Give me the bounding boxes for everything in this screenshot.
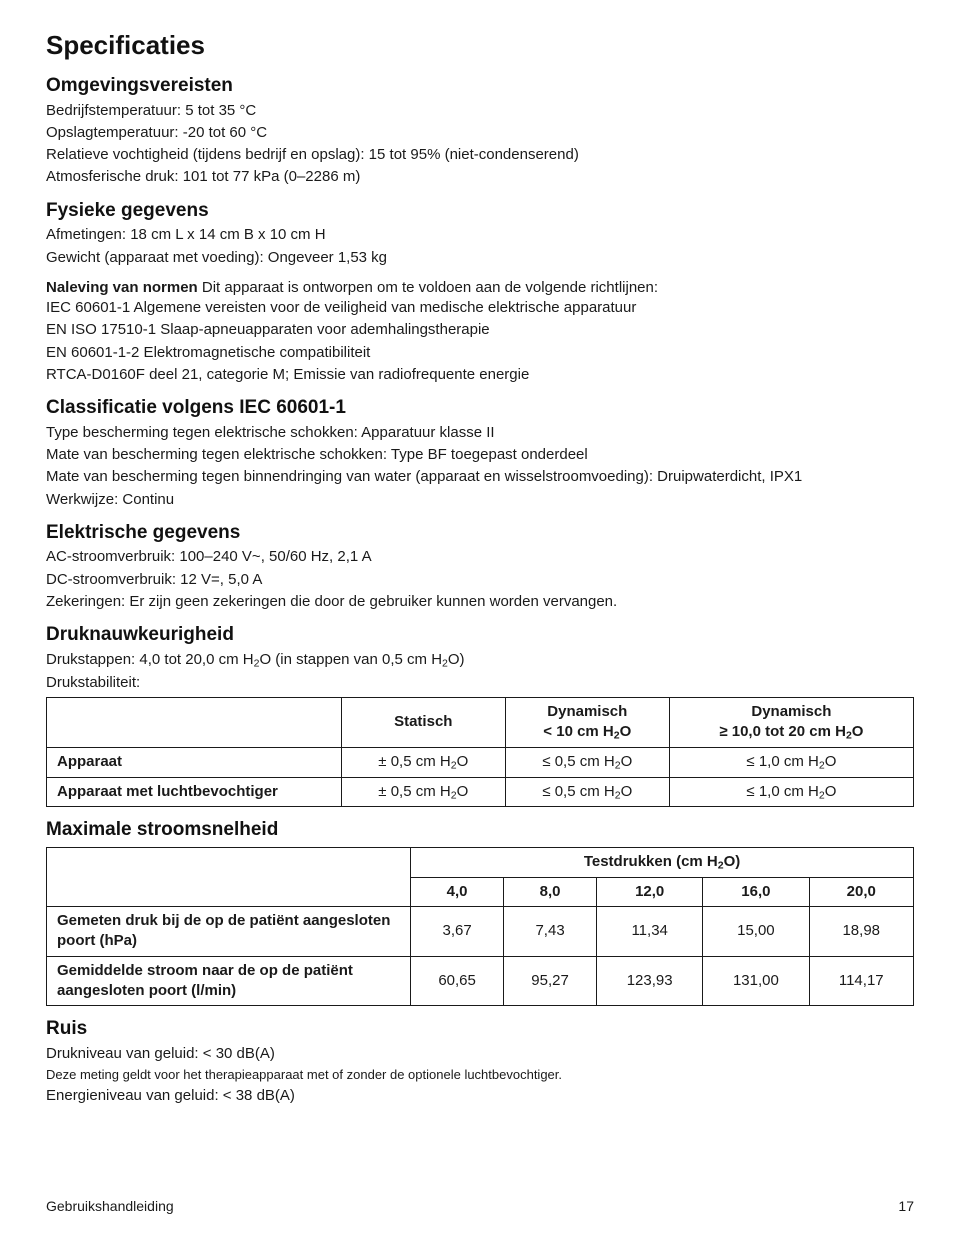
heading-norms: Naleving van normen xyxy=(46,279,198,296)
press-steps: Drukstappen: 4,0 tot 20,0 cm H2O (in sta… xyxy=(46,650,914,671)
phys-line: Afmetingen: 18 cm L x 14 cm B x 10 cm H xyxy=(46,225,914,245)
norms-line: RTCA-D0160F deel 21, categorie M; Emissi… xyxy=(46,365,914,385)
heading-press: Druknauwkeurigheid xyxy=(46,622,914,648)
env-line: Relatieve vochtigheid (tijdens bedrijf e… xyxy=(46,145,914,165)
class-line: Type bescherming tegen elektrische schok… xyxy=(46,423,914,443)
th-col: 20,0 xyxy=(809,877,914,906)
th-col: 16,0 xyxy=(703,877,809,906)
norms-line: IEC 60601-1 Algemene vereisten voor de v… xyxy=(46,298,914,318)
ruis-note: Deze meting geldt voor het therapieappar… xyxy=(46,1066,914,1084)
env-line: Bedrijfstemperatuur: 5 tot 35 °C xyxy=(46,101,914,121)
norms-inline: Dit apparaat is ontworpen om te voldoen … xyxy=(198,279,658,296)
heading-env: Omgevingsvereisten xyxy=(46,73,914,99)
table-row: Apparaat met luchtbevochtiger ± 0,5 cm H… xyxy=(47,777,914,807)
pressure-table: Statisch Dynamisch < 10 cm H2O Dynamisch… xyxy=(46,697,914,808)
class-line: Werkwijze: Continu xyxy=(46,490,914,510)
heading-ruis: Ruis xyxy=(46,1016,914,1042)
norms-line: EN 60601-1-2 Elektromagnetische compatib… xyxy=(46,343,914,363)
heading-phys: Fysieke gegevens xyxy=(46,198,914,224)
norms-para: Naleving van normen Dit apparaat is ontw… xyxy=(46,278,914,298)
phys-line: Gewicht (apparaat met voeding): Ongeveer… xyxy=(46,248,914,268)
env-line: Opslagtemperatuur: -20 tot 60 °C xyxy=(46,123,914,143)
th-col: 8,0 xyxy=(504,877,597,906)
th-dyn-high: Dynamisch ≥ 10,0 tot 20 cm H2O xyxy=(669,697,913,747)
table-row: Gemeten druk bij de op de patiënt aanges… xyxy=(47,907,914,957)
th-col: 4,0 xyxy=(411,877,504,906)
th-col: 12,0 xyxy=(597,877,703,906)
ruis-line: Energieniveau van geluid: < 38 dB(A) xyxy=(46,1086,914,1106)
env-line: Atmosferische druk: 101 tot 77 kPa (0–22… xyxy=(46,167,914,187)
ruis-line: Drukniveau van geluid: < 30 dB(A) xyxy=(46,1044,914,1064)
flow-table: Testdrukken (cm H2O) 4,0 8,0 12,0 16,0 2… xyxy=(46,847,914,1006)
table-row: Apparaat ± 0,5 cm H2O ≤ 0,5 cm H2O ≤ 1,0… xyxy=(47,747,914,777)
th-dyn-low: Dynamisch < 10 cm H2O xyxy=(505,697,669,747)
norms-line: EN ISO 17510-1 Slaap-apneuapparaten voor… xyxy=(46,320,914,340)
page-title: Specificaties xyxy=(46,28,914,63)
elec-line: DC-stroomverbruik: 12 V=, 5,0 A xyxy=(46,570,914,590)
th-testpress: Testdrukken (cm H2O) xyxy=(411,848,914,878)
heading-class: Classificatie volgens IEC 60601-1 xyxy=(46,395,914,421)
class-line: Mate van bescherming tegen elektrische s… xyxy=(46,445,914,465)
heading-elec: Elektrische gegevens xyxy=(46,520,914,546)
th-static: Statisch xyxy=(341,697,505,747)
elec-line: Zekeringen: Er zijn geen zekeringen die … xyxy=(46,592,914,612)
page-footer: Gebruikshandleiding 17 xyxy=(46,1197,914,1216)
heading-maxflow: Maximale stroomsnelheid xyxy=(46,817,914,843)
footer-left: Gebruikshandleiding xyxy=(46,1197,174,1216)
class-line: Mate van bescherming tegen binnendringin… xyxy=(46,467,914,487)
elec-line: AC-stroomverbruik: 100–240 V~, 50/60 Hz,… xyxy=(46,547,914,567)
press-stab: Drukstabiliteit: xyxy=(46,673,914,693)
table-row: Gemiddelde stroom naar de op de patiënt … xyxy=(47,956,914,1006)
footer-page: 17 xyxy=(898,1197,914,1216)
